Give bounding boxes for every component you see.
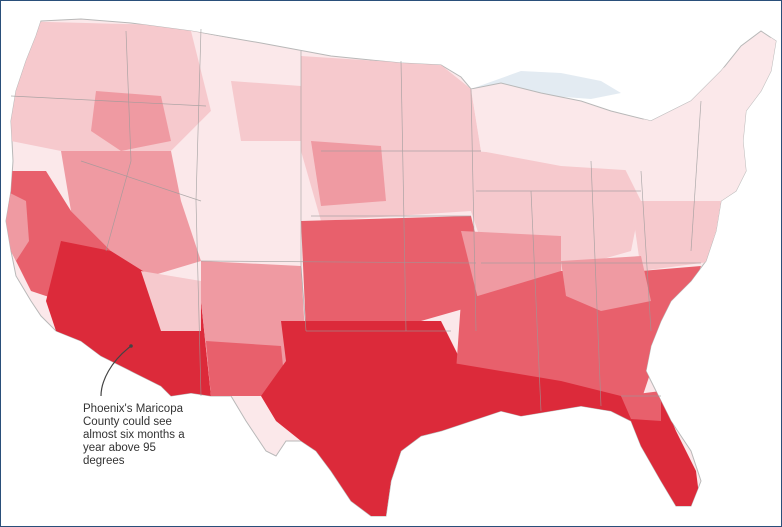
annotation-leader-line	[100, 345, 132, 397]
region-desert-southwest	[46, 241, 211, 396]
region-dakota-patch	[311, 141, 386, 206]
region-southern-plains	[301, 216, 491, 331]
region-florida-north	[621, 391, 661, 421]
region-appalachia	[561, 256, 651, 311]
region-florida	[621, 396, 701, 511]
annotation-text: Phoenix's Maricopa County could see almo…	[83, 403, 185, 467]
region-texas	[261, 321, 461, 516]
region-southern-new-mexico	[206, 341, 286, 396]
region-great-lakes	[471, 89, 651, 171]
region-mid-atlantic	[631, 201, 721, 271]
region-arizona-plateau	[141, 271, 201, 331]
state-borders	[10, 28, 702, 412]
region-wyoming-patch	[231, 81, 301, 141]
region-pacific-northwest-hot	[91, 91, 171, 151]
annotation-target-dot	[129, 344, 133, 348]
region-california-coast	[6, 191, 29, 261]
region-great-basin	[61, 151, 201, 276]
